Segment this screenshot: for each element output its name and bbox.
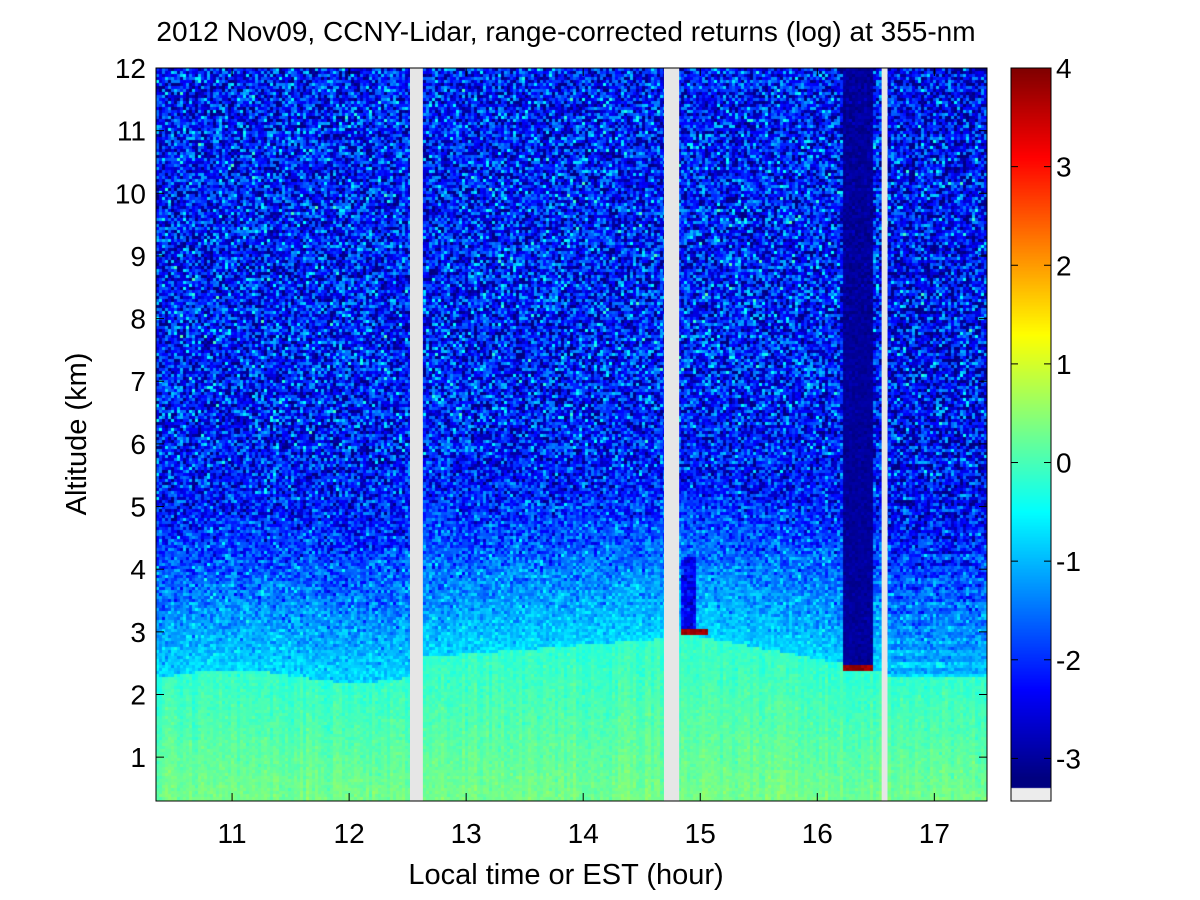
y-tick-label: 7 [130,366,146,397]
colorbar-ticks: 4 3 2 1 0 -1 -2 -3 [1011,53,1081,774]
colorbar-tick-label: -1 [1056,546,1081,577]
chart-title: 2012 Nov09, CCNY-Lidar, range-corrected … [156,16,975,47]
plot-frame [155,67,988,802]
colorbar-tick-label: 3 [1056,152,1072,183]
x-tick-label: 14 [568,818,599,849]
colorbar-gradient [1011,68,1051,801]
y-tick-label: 12 [115,53,146,84]
colorbar-frame [1010,67,1052,802]
data-gap-3 [881,68,888,801]
data-gap-1 [409,68,423,801]
data-gap-2 [663,68,680,801]
colorbar-tick-label: 1 [1056,349,1072,380]
data-gaps [409,68,888,801]
y-tick-label: 2 [130,679,146,710]
y-axis-label: Altitude (km) [61,353,93,516]
colorbar-tick-label: -3 [1056,743,1081,774]
heatmap-plot-area [155,67,988,802]
y-tick-label: 4 [130,554,146,585]
heatmap-raster [156,68,987,801]
colorbar: 4 3 2 1 0 -1 -2 -3 [1010,53,1081,802]
y-tick-label: 6 [130,429,146,460]
y-tick-label: 3 [130,617,146,648]
y-tick-label: 1 [130,742,146,773]
x-tick-label: 12 [334,818,365,849]
x-axis: 11 12 13 14 15 16 17 [218,68,950,849]
x-tick-label: 16 [802,818,833,849]
x-tick-label: 13 [451,818,482,849]
y-tick-label: 10 [115,178,146,209]
colorbar-tick-label: 2 [1056,250,1072,281]
y-tick-label: 9 [130,241,146,272]
colorbar-tick-label: -2 [1056,645,1081,676]
colorbar-tick-label: 4 [1056,53,1072,84]
heatmap-raster-container [156,68,987,801]
y-tick-label: 11 [117,116,146,147]
x-tick-label: 17 [919,818,950,849]
y-tick-label: 8 [130,304,146,335]
x-axis-label: Local time or EST (hour) [408,859,723,891]
colorbar-tick-label: 0 [1056,448,1072,479]
y-tick-label: 5 [130,492,146,523]
x-tick-label: 11 [218,818,247,849]
x-tick-label: 15 [685,818,716,849]
colorbar-gradient-container [1011,68,1051,801]
